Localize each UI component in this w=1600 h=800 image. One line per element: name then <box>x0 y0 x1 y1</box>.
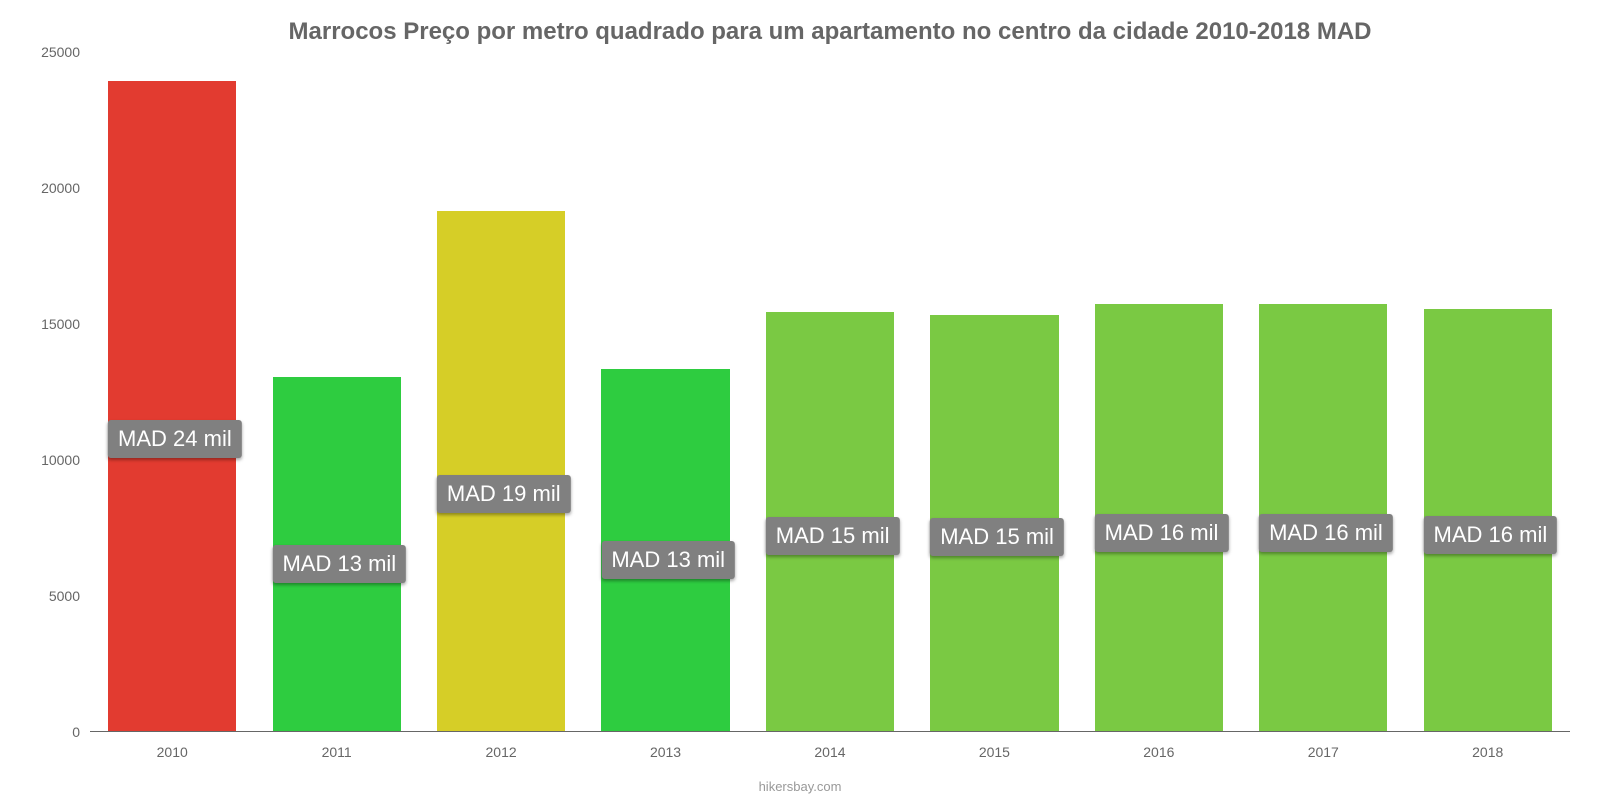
bar-slot: MAD 16 mil <box>1241 52 1405 731</box>
bar-slot: MAD 24 mil <box>90 52 254 731</box>
bar: MAD 15 mil <box>930 315 1058 731</box>
x-label: 2014 <box>748 744 912 760</box>
x-label: 2011 <box>254 744 418 760</box>
bar-slot: MAD 19 mil <box>419 52 583 731</box>
chart-container: Marrocos Preço por metro quadrado para u… <box>0 0 1600 800</box>
bar: MAD 19 mil <box>437 211 565 731</box>
bar-slot: MAD 13 mil <box>254 52 418 731</box>
bar: MAD 16 mil <box>1424 309 1552 731</box>
bar-value-label: MAD 15 mil <box>766 517 900 555</box>
bar-value-label: MAD 19 mil <box>437 475 571 513</box>
bar-value-label: MAD 16 mil <box>1095 514 1229 552</box>
bar-value-label: MAD 13 mil <box>272 545 406 583</box>
bar: MAD 16 mil <box>1095 304 1223 731</box>
x-label: 2010 <box>90 744 254 760</box>
x-axis: 201020112012201320142015201620172018 <box>90 744 1570 760</box>
source-text: hikersbay.com <box>0 779 1600 794</box>
bar-value-label: MAD 15 mil <box>930 518 1064 556</box>
bar-slot: MAD 15 mil <box>912 52 1076 731</box>
plot-area: 0500010000150002000025000 MAD 24 milMAD … <box>90 52 1570 732</box>
bars-group: MAD 24 mil MAD 13 mil MAD 19 mil MAD 13 mil… <box>90 52 1570 732</box>
bar-value-label: MAD 16 mil <box>1259 514 1393 552</box>
bar-slot: MAD 16 mil <box>1077 52 1241 731</box>
y-tick: 10000 <box>20 452 80 468</box>
y-tick: 20000 <box>20 180 80 196</box>
x-label: 2018 <box>1406 744 1570 760</box>
bar: MAD 16 mil <box>1259 304 1387 731</box>
bar: MAD 13 mil <box>273 377 401 731</box>
bar: MAD 13 mil <box>601 369 729 731</box>
bar-slot: MAD 13 mil <box>583 52 747 731</box>
bar-slot: MAD 16 mil <box>1406 52 1570 731</box>
y-tick: 0 <box>20 724 80 740</box>
bar: MAD 15 mil <box>766 312 894 731</box>
x-label: 2017 <box>1241 744 1405 760</box>
y-axis: 0500010000150002000025000 <box>20 52 80 732</box>
chart-title: Marrocos Preço por metro quadrado para u… <box>90 10 1570 52</box>
y-tick: 5000 <box>20 588 80 604</box>
bar-slot: MAD 15 mil <box>748 52 912 731</box>
y-tick: 15000 <box>20 316 80 332</box>
bar-value-label: MAD 16 mil <box>1424 516 1558 554</box>
y-tick: 25000 <box>20 44 80 60</box>
bar: MAD 24 mil <box>108 81 236 731</box>
bar-value-label: MAD 24 mil <box>108 420 242 458</box>
x-label: 2012 <box>419 744 583 760</box>
x-label: 2015 <box>912 744 1076 760</box>
bar-value-label: MAD 13 mil <box>601 541 735 579</box>
x-label: 2013 <box>583 744 747 760</box>
x-label: 2016 <box>1077 744 1241 760</box>
